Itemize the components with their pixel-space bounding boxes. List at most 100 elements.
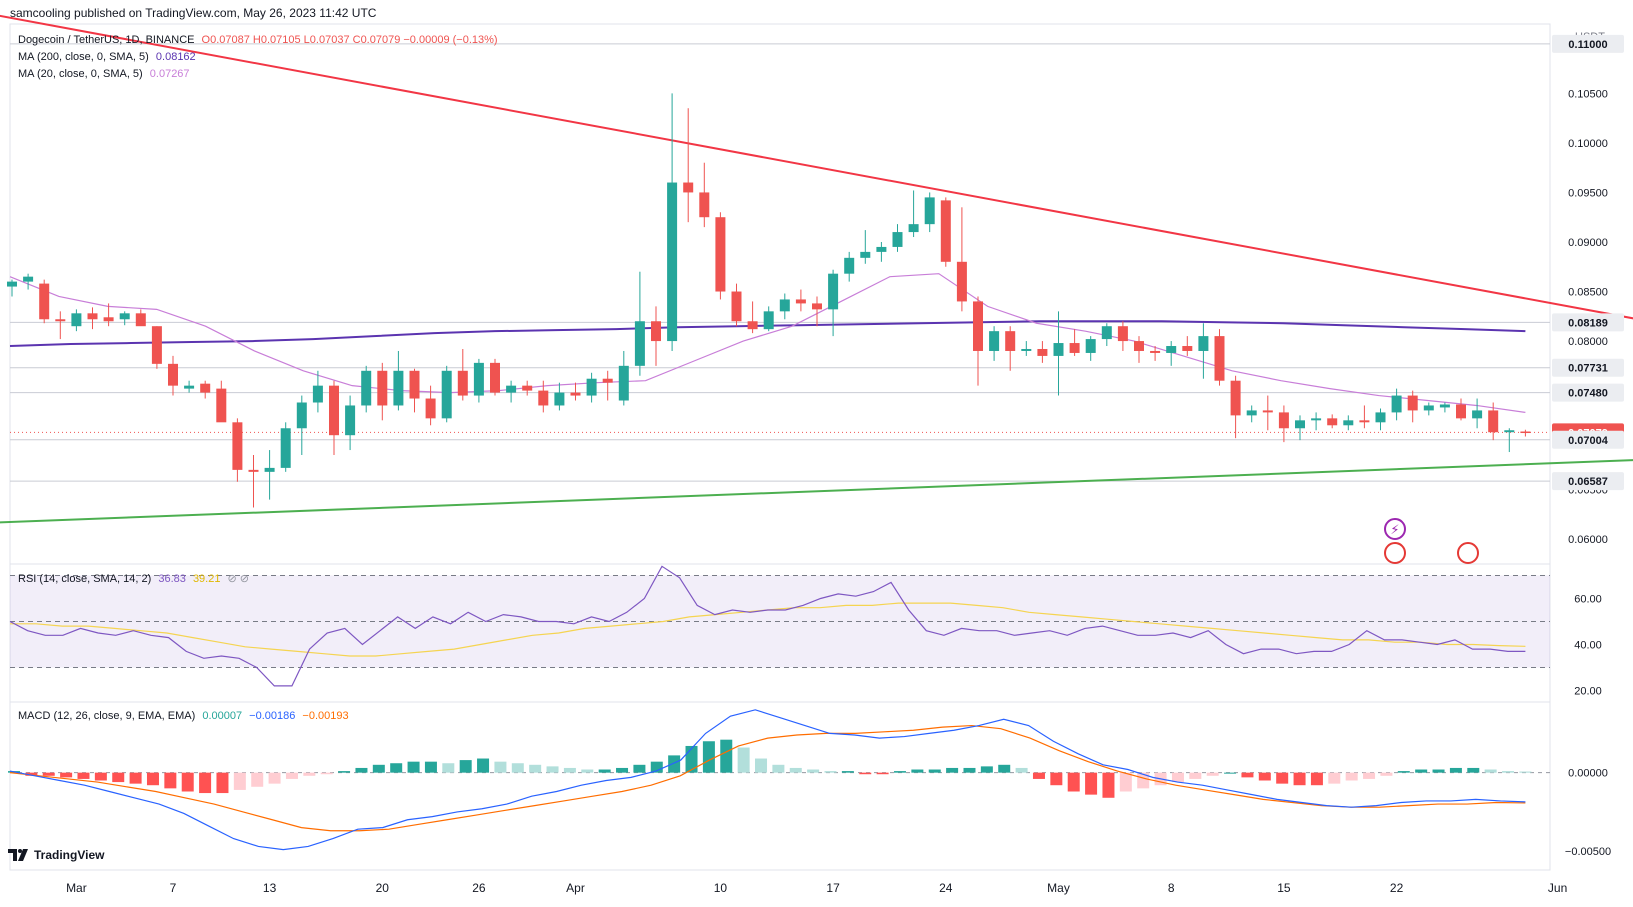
tradingview-logo[interactable]: TradingView [8, 848, 104, 862]
candle[interactable] [1343, 415, 1354, 431]
symbol-legend[interactable]: Dogecoin / TetherUS, 1D, BINANCE O0.0708… [18, 34, 502, 46]
price-level-label[interactable]: 0.06587 [1552, 472, 1624, 491]
candle[interactable] [860, 230, 871, 264]
candle[interactable] [1134, 336, 1144, 363]
candle[interactable] [651, 306, 661, 366]
rsi-legend[interactable]: RSI (14, close, SMA, 14, 2) 36.83 39.21 … [18, 572, 253, 585]
candle[interactable] [1359, 405, 1370, 429]
candle[interactable] [1005, 326, 1016, 371]
candle[interactable] [747, 301, 758, 334]
resistance-trendline[interactable] [0, 6, 1633, 320]
candle[interactable] [87, 307, 98, 330]
candle[interactable] [1230, 375, 1241, 439]
candle[interactable] [924, 192, 935, 233]
candle[interactable] [361, 365, 372, 413]
price-level-label[interactable]: 0.07480 [1552, 383, 1624, 402]
candle[interactable] [795, 289, 806, 312]
price-level-label[interactable]: 0.07004 [1552, 430, 1624, 449]
candle[interactable] [1456, 398, 1466, 421]
price-level-label[interactable]: 0.11000 [1552, 34, 1624, 53]
ma200-legend[interactable]: MA (200, close, 0, SMA, 5) 0.08162 [18, 51, 200, 63]
candle[interactable] [554, 382, 565, 411]
candle[interactable] [151, 326, 162, 369]
candle[interactable] [908, 190, 919, 238]
candle[interactable] [763, 306, 774, 332]
candle[interactable] [602, 370, 613, 401]
price-level-label[interactable]: 0.07731 [1552, 358, 1624, 377]
candle[interactable] [1166, 341, 1177, 366]
candle[interactable] [377, 362, 388, 421]
candle[interactable] [731, 283, 742, 327]
candle[interactable] [473, 358, 484, 403]
candle[interactable] [634, 271, 645, 376]
candle[interactable] [1407, 390, 1418, 423]
candle[interactable] [876, 241, 887, 262]
candle[interactable] [522, 380, 533, 396]
candle[interactable] [1504, 428, 1515, 453]
candle[interactable] [586, 372, 597, 403]
candle[interactable] [135, 309, 146, 327]
candle[interactable] [1182, 336, 1193, 356]
candle[interactable] [956, 207, 967, 312]
candle[interactable] [312, 370, 323, 413]
candle[interactable] [828, 269, 839, 337]
candle[interactable] [940, 197, 951, 267]
candle[interactable] [393, 350, 404, 411]
candle[interactable] [1101, 323, 1112, 347]
candle[interactable] [55, 311, 66, 340]
macd-pane[interactable] [9, 701, 1551, 871]
macd-line[interactable] [9, 709, 1526, 851]
candle[interactable] [538, 380, 549, 413]
flash-event-icon[interactable] [1384, 518, 1406, 540]
candle[interactable] [715, 212, 726, 300]
candle[interactable] [1391, 388, 1402, 421]
candle[interactable] [1053, 311, 1064, 396]
candle[interactable] [345, 395, 356, 451]
candle[interactable] [1278, 405, 1289, 443]
candle[interactable] [812, 296, 822, 327]
candle[interactable] [1069, 329, 1080, 356]
macd-signal-line[interactable] [9, 724, 1526, 832]
candle[interactable] [1472, 398, 1483, 429]
candle[interactable] [296, 395, 307, 456]
candle[interactable] [667, 93, 678, 351]
macd-legend[interactable]: MACD (12, 26, close, 9, EMA, EMA) 0.0000… [18, 710, 353, 722]
candle[interactable] [200, 380, 211, 399]
candle[interactable] [683, 108, 694, 223]
event-icons[interactable]: ⚡ [1384, 518, 1479, 564]
candle[interactable] [264, 450, 275, 500]
candle[interactable] [1295, 415, 1305, 441]
candle[interactable] [779, 293, 790, 320]
candle[interactable] [1375, 408, 1386, 431]
candle[interactable] [71, 309, 82, 332]
candle[interactable] [1262, 395, 1273, 431]
candle[interactable] [39, 279, 50, 324]
candle[interactable] [1246, 405, 1257, 423]
ma20-line[interactable] [9, 273, 1526, 413]
candle[interactable] [425, 385, 436, 426]
price-level-label[interactable]: 0.08189 [1552, 313, 1624, 332]
candle[interactable] [1423, 402, 1434, 416]
candle[interactable] [409, 368, 420, 413]
us-flag-event-icon[interactable] [1384, 542, 1406, 564]
candle[interactable] [1214, 329, 1225, 386]
rsi-line[interactable] [9, 565, 1526, 687]
candle[interactable] [23, 273, 34, 290]
candle[interactable] [280, 422, 291, 472]
candle[interactable] [216, 380, 227, 423]
candle[interactable] [441, 365, 452, 423]
us-flag-event-icon-2[interactable] [1457, 542, 1479, 564]
candle[interactable] [1520, 429, 1531, 437]
candle[interactable] [184, 380, 195, 393]
candle[interactable] [570, 382, 581, 401]
candle[interactable] [7, 279, 17, 297]
candle[interactable] [103, 303, 114, 327]
ma20-legend[interactable]: MA (20, close, 0, SMA, 5) 0.07267 [18, 68, 194, 80]
candle[interactable] [490, 358, 500, 396]
candle[interactable] [844, 251, 855, 282]
candle[interactable] [119, 311, 130, 326]
candle[interactable] [1150, 346, 1161, 361]
candle[interactable] [989, 326, 1000, 361]
candle[interactable] [232, 418, 243, 482]
